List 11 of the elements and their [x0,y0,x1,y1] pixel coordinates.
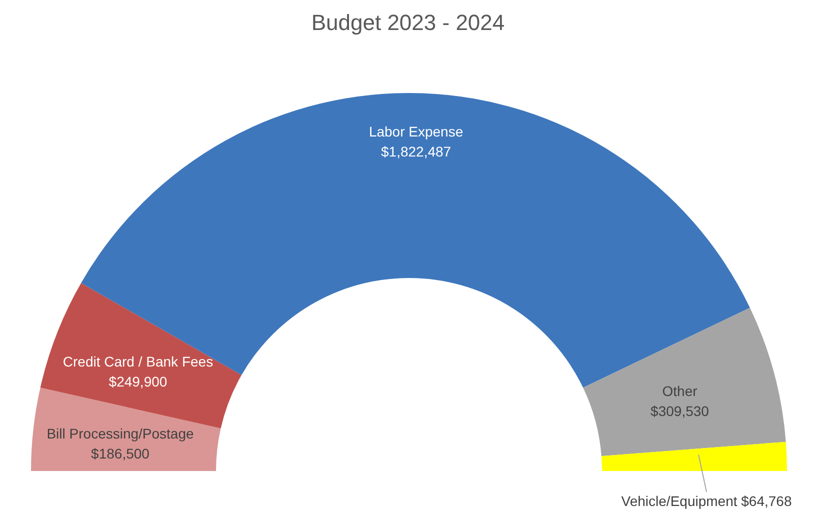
slice-label: Bill Processing/Postage [46,425,194,442]
slice-label: Other [662,383,698,400]
data-label: $64,768 [741,493,792,509]
slice-label: Vehicle/Equipment [621,493,738,509]
data-label: $186,500 [91,445,150,462]
chart-title: Budget 2023 - 2024 [310,10,506,36]
slice-label: Labor Expense [368,124,464,140]
data-label: $1,822,487 [381,144,452,160]
data-label: $309,530 [650,403,710,420]
data-label: $249,900 [108,373,168,390]
slice-label: Credit Card / Bank Fees [62,353,214,370]
